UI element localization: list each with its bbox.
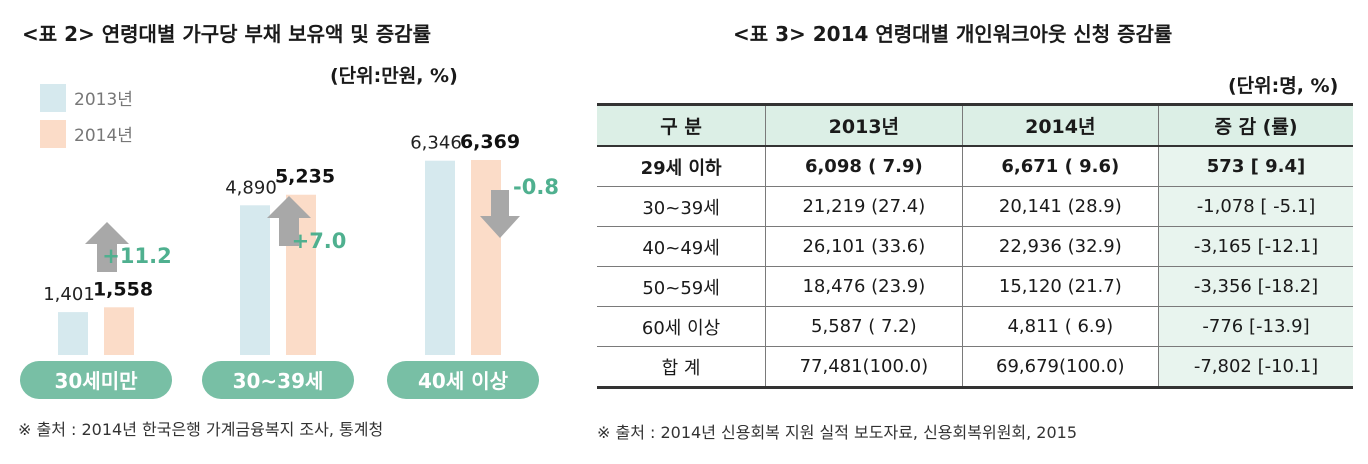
header-category: 구 분 — [597, 103, 766, 147]
cell-change: -3,165 [-12.1] — [1158, 226, 1353, 267]
legend-swatch — [40, 84, 66, 112]
row-label: 30~39세 — [597, 186, 766, 227]
bar-2013 — [425, 160, 455, 355]
table-unit: (단위:명, %) — [1228, 75, 1339, 97]
cell-change: -1,078 [ -5.1] — [1158, 186, 1353, 227]
cell-2013: 26,101 (33.6) — [765, 226, 963, 267]
chart-title: <표 2> 연령대별 가구당 부채 보유액 및 증감률 — [22, 22, 431, 46]
table-title: <표 3> 2014 연령대별 개인워크아웃 신청 증감률 — [733, 22, 1173, 46]
data-label-2014: 5,235 — [275, 166, 335, 188]
change-label: +7.0 — [292, 229, 347, 253]
bar-2013 — [240, 205, 270, 355]
cell-2013: 77,481(100.0) — [765, 346, 963, 389]
cell-2014: 4,811 ( 6.9) — [961, 306, 1159, 347]
header-change: 증 감 (률) — [1158, 103, 1353, 147]
category-label: 30세미만 — [54, 369, 138, 393]
row-label: 50~59세 — [597, 266, 766, 307]
cell-change: -3,356 [-18.2] — [1158, 266, 1353, 307]
cell-2013: 5,587 ( 7.2) — [765, 306, 963, 347]
cell-2013: 6,098 ( 7.9) — [765, 146, 963, 187]
legend-swatch — [40, 120, 66, 148]
table-row: 40~49세 26,101 (33.6) 22,936 (32.9) -3,16… — [597, 226, 1353, 267]
table-header-row: 구 분 2013년 2014년 증 감 (률) — [597, 103, 1353, 147]
bar-2014 — [104, 307, 134, 355]
data-label-2013: 1,401 — [43, 284, 95, 305]
category-label: 40세 이상 — [418, 369, 509, 393]
row-label: 40~49세 — [597, 226, 766, 267]
header-2013: 2013년 — [765, 103, 963, 147]
cell-change: -7,802 [-10.1] — [1158, 346, 1353, 389]
table-row: 50~59세 18,476 (23.9) 15,120 (21.7) -3,35… — [597, 266, 1353, 307]
header-2014: 2014년 — [961, 103, 1159, 147]
workout-table: 구 분 2013년 2014년 증 감 (률) 29세 이하 6,098 ( 7… — [597, 103, 1353, 389]
category-pill — [20, 361, 172, 399]
data-label-2013: 6,346 — [410, 133, 462, 154]
table-row: 합 계 77,481(100.0) 69,679(100.0) -7,802 [… — [597, 346, 1353, 389]
data-label-2014: 1,558 — [93, 278, 153, 300]
cell-2014: 6,671 ( 9.6) — [961, 146, 1159, 187]
row-label: 합 계 — [597, 346, 766, 389]
cell-2014: 22,936 (32.9) — [961, 226, 1159, 267]
category-label: 30~39세 — [233, 369, 324, 393]
arrow-down-icon — [480, 190, 520, 238]
category-pill — [387, 361, 539, 399]
table-row: 60세 이상 5,587 ( 7.2) 4,811 ( 6.9) -776 [-… — [597, 306, 1353, 347]
data-label-2013: 4,890 — [225, 177, 277, 198]
arrow-up-icon — [85, 222, 129, 272]
cell-2013: 18,476 (23.9) — [765, 266, 963, 307]
cell-change: 573 [ 9.4] — [1158, 146, 1353, 187]
cell-2014: 69,679(100.0) — [961, 346, 1159, 389]
row-label: 60세 이상 — [597, 306, 766, 347]
chart-source: ※ 출처 : 2014년 한국은행 가계금융복지 조사, 통계청 — [18, 420, 384, 439]
table-row: 30~39세 21,219 (27.4) 20,141 (28.9) -1,07… — [597, 186, 1353, 227]
legend-label: 2013년 — [74, 90, 133, 110]
category-pill — [202, 361, 354, 399]
table-source: ※ 출처 : 2014년 신용회복 지원 실적 보도자료, 신용회복위원회, 2… — [597, 423, 1078, 442]
change-label: -0.8 — [513, 175, 559, 199]
bar-2013 — [58, 312, 88, 355]
row-label: 29세 이하 — [597, 146, 766, 187]
table-row: 29세 이하 6,098 ( 7.9) 6,671 ( 9.6) 573 [ 9… — [597, 146, 1353, 187]
arrow-up-icon — [267, 196, 311, 246]
cell-2013: 21,219 (27.4) — [765, 186, 963, 227]
chart-unit: (단위:만원, %) — [330, 65, 458, 87]
change-label: +11.2 — [102, 244, 171, 268]
cell-change: -776 [-13.9] — [1158, 306, 1353, 347]
legend-label: 2014년 — [74, 126, 133, 146]
cell-2014: 20,141 (28.9) — [961, 186, 1159, 227]
bar-2014 — [471, 160, 501, 355]
data-label-2014: 6,369 — [460, 131, 520, 153]
cell-2014: 15,120 (21.7) — [961, 266, 1159, 307]
